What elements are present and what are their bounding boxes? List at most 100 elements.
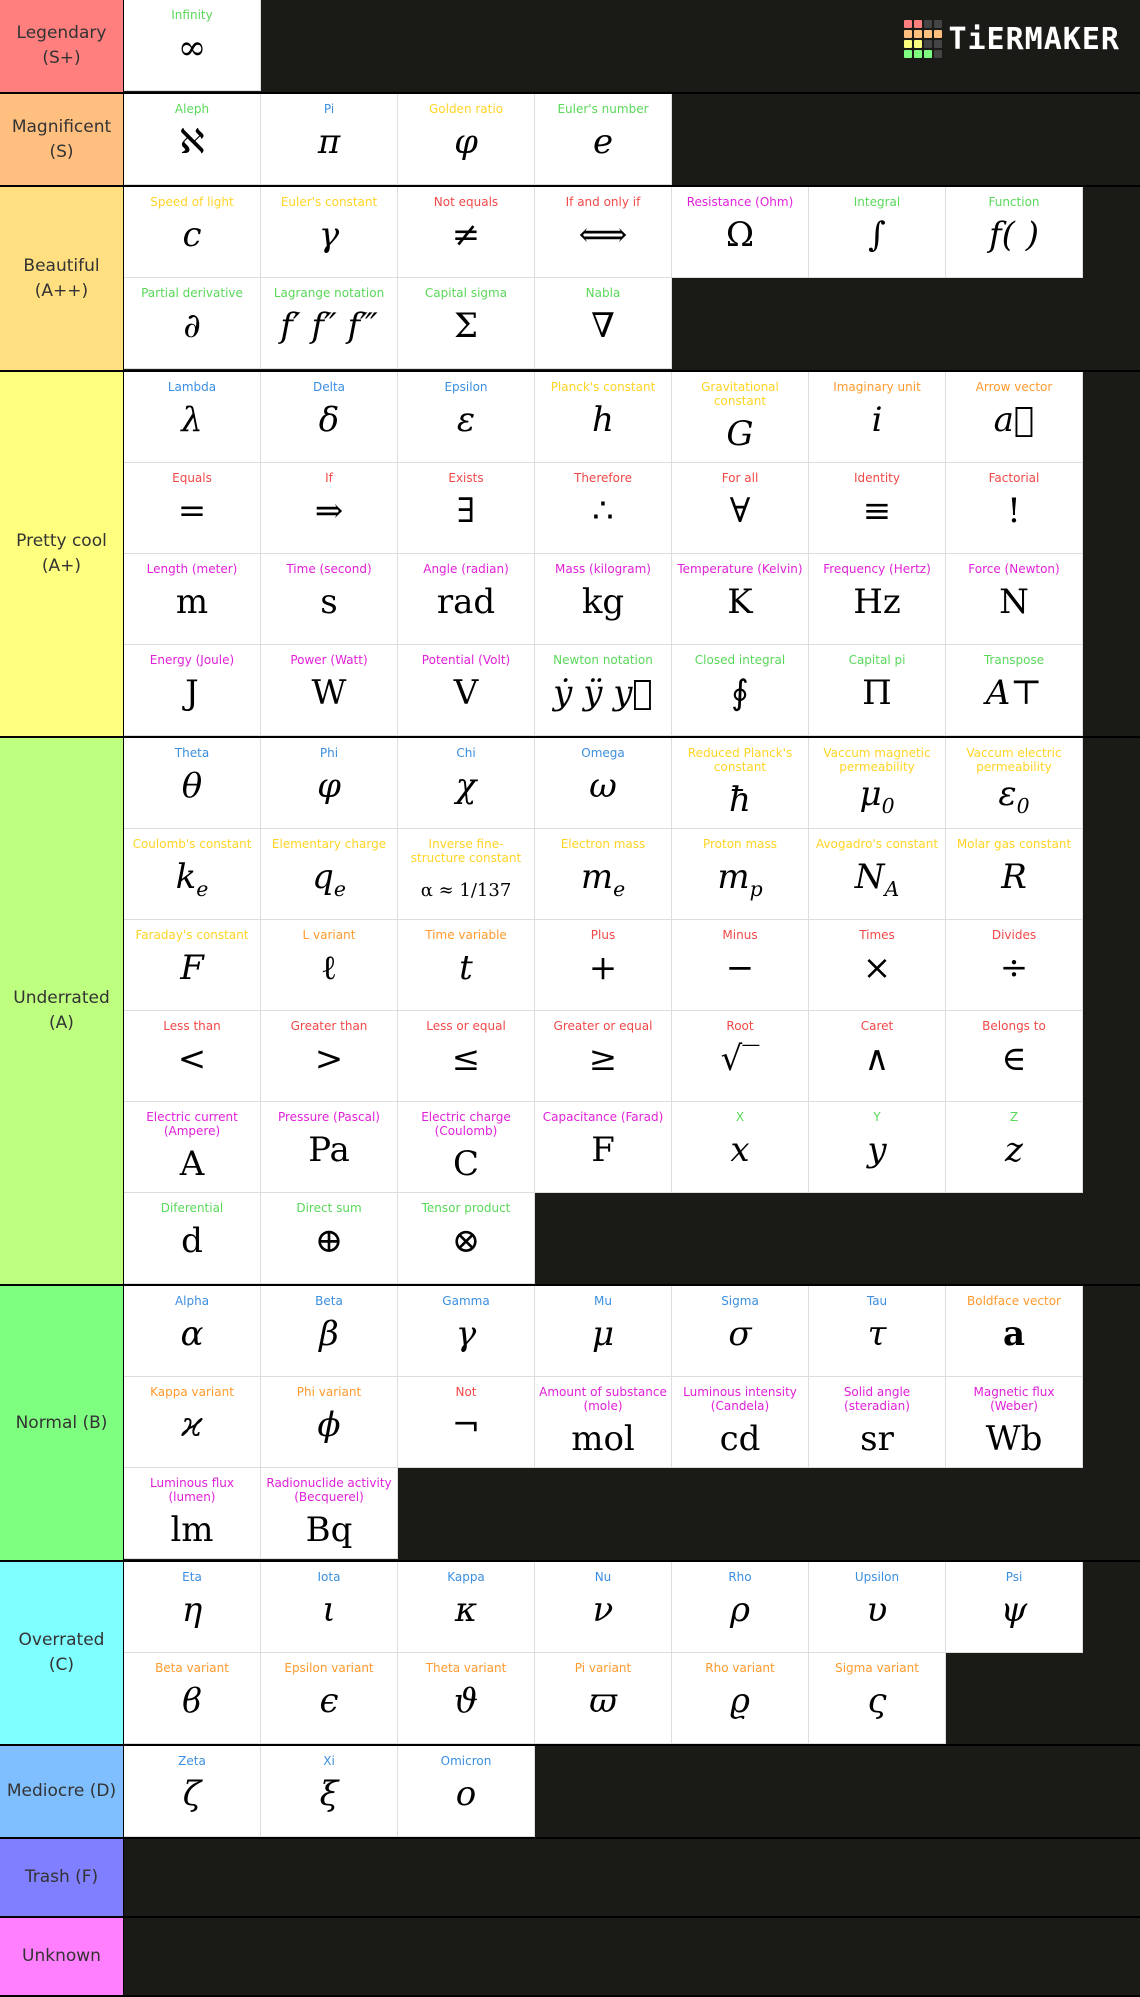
tier-item[interactable]: Euler's constant γ bbox=[261, 187, 398, 278]
tier-item[interactable]: Iota ι bbox=[261, 1562, 398, 1653]
tier-item[interactable]: Not ¬ bbox=[398, 1377, 535, 1468]
tier-item[interactable]: Golden ratio φ bbox=[398, 94, 535, 185]
tier-item[interactable]: Amount of substance (mole) mol bbox=[535, 1377, 672, 1468]
tier-item[interactable]: Vaccum magnetic permeability μ0 bbox=[809, 738, 946, 829]
tier-item[interactable]: Molar gas constant R bbox=[946, 829, 1083, 920]
tier-item[interactable]: Energy (Joule) J bbox=[124, 645, 261, 736]
tier-item[interactable]: Inverse fine-structure constant α ≈ 1/137 bbox=[398, 829, 535, 920]
tier-item[interactable]: Gravitational constant G bbox=[672, 372, 809, 463]
tier-item[interactable]: Capacitance (Farad) F bbox=[535, 1102, 672, 1193]
tier-item[interactable]: Diferential d bbox=[124, 1193, 261, 1284]
tier-item[interactable]: Kappa variant ϰ bbox=[124, 1377, 261, 1468]
tier-item[interactable]: Proton mass mp bbox=[672, 829, 809, 920]
tier-item[interactable]: Integral ∫ bbox=[809, 187, 946, 278]
tier-item[interactable]: Rho ρ bbox=[672, 1562, 809, 1653]
tier-item[interactable]: Pi variant ϖ bbox=[535, 1653, 672, 1744]
tier-item[interactable]: Gamma γ bbox=[398, 1286, 535, 1377]
tier-item[interactable]: If ⇒ bbox=[261, 463, 398, 554]
tier-item[interactable]: Tensor product ⊗ bbox=[398, 1193, 535, 1284]
tier-item[interactable]: Factorial! bbox=[946, 463, 1083, 554]
tier-item[interactable]: Coulomb's constant ke bbox=[124, 829, 261, 920]
tier-item[interactable]: Closed integral ∮ bbox=[672, 645, 809, 736]
tier-label[interactable]: Unknown bbox=[0, 1918, 124, 1995]
tier-item[interactable]: Phi φ bbox=[261, 738, 398, 829]
tier-item[interactable]: Epsilon variant ϵ bbox=[261, 1653, 398, 1744]
tier-item[interactable]: Not equals ≠ bbox=[398, 187, 535, 278]
tier-item[interactable]: Times × bbox=[809, 920, 946, 1011]
tier-item[interactable]: Elementary charge qe bbox=[261, 829, 398, 920]
tier-item[interactable]: Greater or equal ≥ bbox=[535, 1011, 672, 1102]
tier-item[interactable]: Power (Watt) W bbox=[261, 645, 398, 736]
tier-label[interactable]: Beautiful (A++) bbox=[0, 187, 124, 370]
tier-item[interactable]: Belongs to ∈ bbox=[946, 1011, 1083, 1102]
tier-item[interactable]: Aleph ℵ bbox=[124, 94, 261, 185]
tier-item[interactable]: Transpose A⊤ bbox=[946, 645, 1083, 736]
tier-item[interactable]: Therefore ∴ bbox=[535, 463, 672, 554]
tier-item[interactable]: Less or equal ≤ bbox=[398, 1011, 535, 1102]
tier-item[interactable]: Minus − bbox=[672, 920, 809, 1011]
tier-item[interactable]: Imaginary unit i bbox=[809, 372, 946, 463]
tier-item[interactable]: Upsilon υ bbox=[809, 1562, 946, 1653]
tier-label[interactable]: Trash (F) bbox=[0, 1839, 124, 1916]
tier-item[interactable]: Lagrange notation f′ f″ f‴ bbox=[261, 278, 398, 369]
tier-item[interactable]: Force (Newton) N bbox=[946, 554, 1083, 645]
tier-item[interactable]: Frequency (Hertz) Hz bbox=[809, 554, 946, 645]
tier-item[interactable]: Greater than > bbox=[261, 1011, 398, 1102]
tier-item[interactable]: Electron mass me bbox=[535, 829, 672, 920]
tier-item[interactable]: Beta β bbox=[261, 1286, 398, 1377]
tier-item[interactable]: Newton notation ẏ ÿ y⃛ bbox=[535, 645, 672, 736]
tier-item[interactable]: Chi χ bbox=[398, 738, 535, 829]
tier-item[interactable]: Tau τ bbox=[809, 1286, 946, 1377]
tier-label[interactable]: Pretty cool (A+) bbox=[0, 372, 124, 736]
tier-item[interactable]: Function f( ) bbox=[946, 187, 1083, 278]
tier-item[interactable]: Theta variant ϑ bbox=[398, 1653, 535, 1744]
tier-item[interactable]: Lambda λ bbox=[124, 372, 261, 463]
tier-item[interactable]: Caret ∧ bbox=[809, 1011, 946, 1102]
tier-item[interactable]: Beta variant ϐ bbox=[124, 1653, 261, 1744]
tier-item[interactable]: Exists ∃ bbox=[398, 463, 535, 554]
tier-item[interactable]: Luminous flux (lumen) lm bbox=[124, 1468, 261, 1559]
tier-item[interactable]: If and only if ⟺ bbox=[535, 187, 672, 278]
tier-item[interactable]: Omicron ο bbox=[398, 1746, 535, 1837]
tier-label[interactable]: Normal (B) bbox=[0, 1286, 124, 1560]
tier-item[interactable]: Pressure (Pascal) Pa bbox=[261, 1102, 398, 1193]
tier-item[interactable]: L variant ℓ bbox=[261, 920, 398, 1011]
tier-item[interactable]: Kappa κ bbox=[398, 1562, 535, 1653]
tier-item[interactable]: Radionuclide activity (Becquerel) Bq bbox=[261, 1468, 398, 1559]
tier-label[interactable]: Mediocre (D) bbox=[0, 1746, 124, 1837]
tier-item[interactable]: Capital pi Π bbox=[809, 645, 946, 736]
tier-item[interactable]: Magnetic flux (Weber) Wb bbox=[946, 1377, 1083, 1468]
tier-item[interactable]: Arrow vector a⃗ bbox=[946, 372, 1083, 463]
tier-label[interactable]: Magnificent (S) bbox=[0, 94, 124, 185]
tier-item[interactable]: Length (meter) m bbox=[124, 554, 261, 645]
tier-item[interactable]: Eta η bbox=[124, 1562, 261, 1653]
tier-item[interactable]: Boldface vector a bbox=[946, 1286, 1083, 1377]
tier-item[interactable]: Psi ψ bbox=[946, 1562, 1083, 1653]
tier-item[interactable]: Pi π bbox=[261, 94, 398, 185]
tier-item[interactable]: Equals = bbox=[124, 463, 261, 554]
tier-item[interactable]: Planck's constant h bbox=[535, 372, 672, 463]
tier-item[interactable]: Identity ≡ bbox=[809, 463, 946, 554]
tier-item[interactable]: Mu μ bbox=[535, 1286, 672, 1377]
tier-item[interactable]: Temperature (Kelvin) K bbox=[672, 554, 809, 645]
tier-item[interactable]: Luminous intensity (Candela) cd bbox=[672, 1377, 809, 1468]
tier-item[interactable]: Nu ν bbox=[535, 1562, 672, 1653]
tier-item[interactable]: Time variable t bbox=[398, 920, 535, 1011]
tier-item[interactable]: Alpha α bbox=[124, 1286, 261, 1377]
tier-item[interactable]: Capital sigma Σ bbox=[398, 278, 535, 369]
tier-item[interactable]: Delta δ bbox=[261, 372, 398, 463]
tier-item[interactable]: Mass (kilogram) kg bbox=[535, 554, 672, 645]
tier-item[interactable]: Divides ÷ bbox=[946, 920, 1083, 1011]
tier-item[interactable]: Potential (Volt) V bbox=[398, 645, 535, 736]
tier-item[interactable]: Solid angle (steradian) sr bbox=[809, 1377, 946, 1468]
tier-item[interactable]: Time (second) s bbox=[261, 554, 398, 645]
tier-item[interactable]: Root √‾ bbox=[672, 1011, 809, 1102]
tier-item[interactable]: Nabla ∇ bbox=[535, 278, 672, 369]
tier-item[interactable]: Zeta ζ bbox=[124, 1746, 261, 1837]
tier-item[interactable]: Euler's number e bbox=[535, 94, 672, 185]
tier-item[interactable]: Vaccum electric permeability ε0 bbox=[946, 738, 1083, 829]
tier-item[interactable]: Less than < bbox=[124, 1011, 261, 1102]
